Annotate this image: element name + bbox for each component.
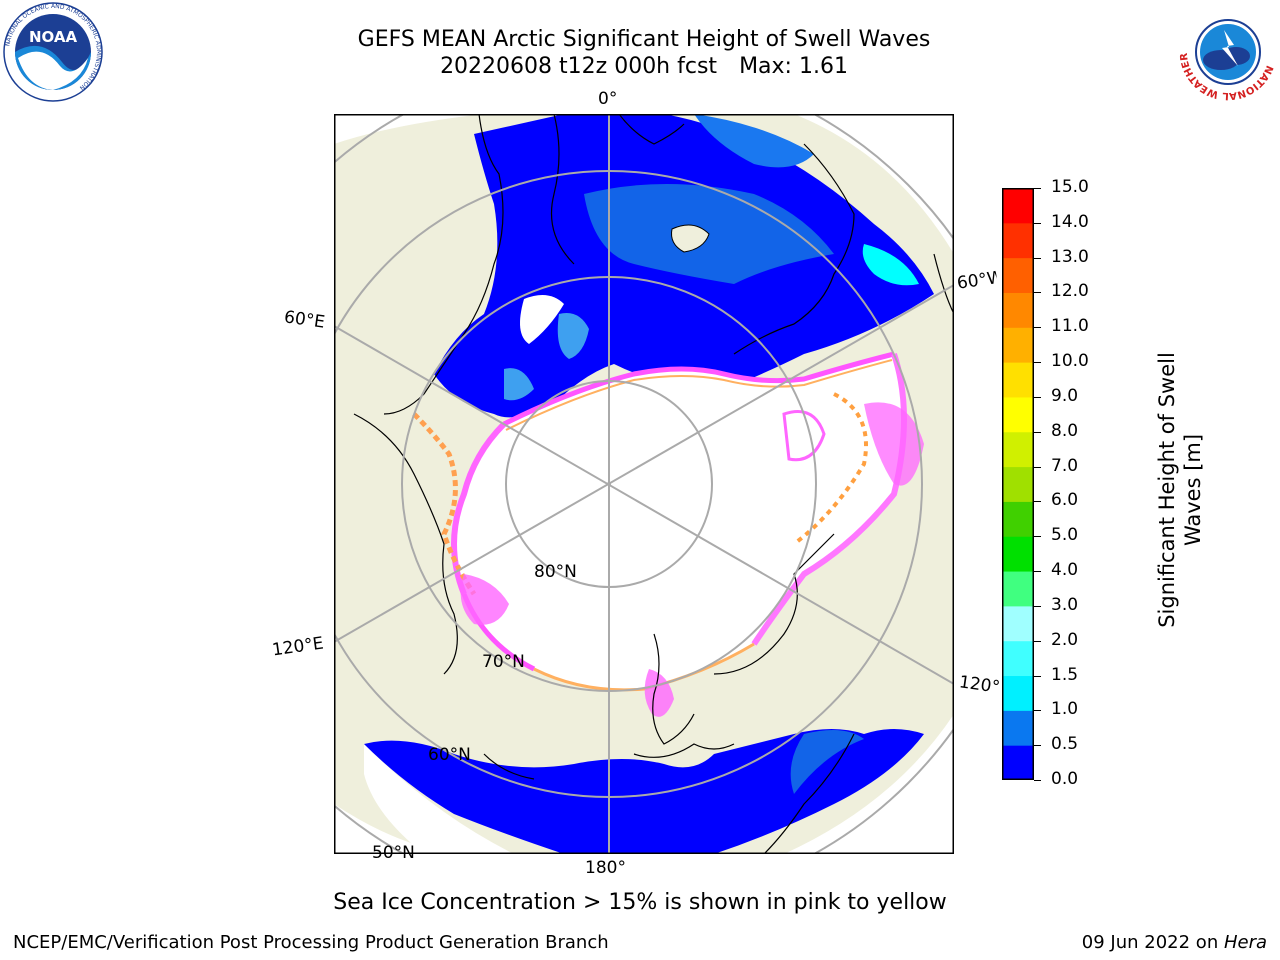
- colorbar-segment: [1002, 362, 1034, 398]
- colorbar-tick-label: 6.0: [1051, 490, 1079, 511]
- colorbar-segment: [1002, 466, 1034, 502]
- colorbar-segment: [1002, 640, 1034, 677]
- colorbar-label-line1: Significant Height of Swell: [1155, 352, 1179, 628]
- colorbar-segment: [1002, 605, 1034, 642]
- polar-map: [334, 114, 954, 854]
- lat-label-60: 60°N: [428, 745, 471, 765]
- colorbar-segment: [1002, 257, 1034, 293]
- pacific-ocean: [364, 729, 924, 854]
- colorbar-label-line2: Waves [m]: [1181, 433, 1205, 547]
- colorbar-tick-label: 2.0: [1051, 629, 1079, 650]
- colorbar-segment: [1002, 222, 1034, 259]
- colorbar-tick-label: 15.0: [1051, 177, 1089, 197]
- footer-date: 09 Jun 2022 on Hera: [1082, 932, 1267, 953]
- colorbar: [1002, 188, 1034, 781]
- colorbar-segment: [1002, 431, 1034, 468]
- coastlines: [353, 114, 954, 854]
- svalbard: [671, 224, 710, 253]
- footer-producer: NCEP/EMC/Verification Post Processing Pr…: [13, 932, 609, 953]
- colorbar-tick-label: 0.0: [1051, 769, 1079, 789]
- colorbar-tick-label: 8.0: [1051, 420, 1079, 441]
- colorbar-label: Significant Height of Swell Waves [m]: [1090, 340, 1270, 640]
- lon-label-60e: 60°E: [282, 307, 327, 333]
- colorbar-tick-label: 1.0: [1051, 699, 1079, 720]
- hudson-bay-ice: [864, 402, 924, 486]
- footer-date-text: 09 Jun 2022 on: [1081, 932, 1224, 953]
- colorbar-segment: [1002, 292, 1034, 328]
- colorbar-segment: [1002, 396, 1034, 433]
- colorbar-border: [1002, 188, 1034, 780]
- colorbar-segment: [1002, 327, 1034, 363]
- footer-host: Hera: [1223, 932, 1267, 953]
- map-title: GEFS MEAN Arctic Significant Height of S…: [357, 27, 931, 52]
- colorbar-tick-label: 10.0: [1051, 351, 1089, 372]
- colorbar-tick-label: 14.0: [1051, 211, 1089, 232]
- colorbar-segment: [1002, 710, 1034, 746]
- lat-label-70: 70°N: [482, 652, 525, 672]
- colorbar-tick-label: 0.5: [1051, 734, 1079, 755]
- colorbar-tick-label: 9.0: [1051, 385, 1079, 406]
- meridian-120e-60w: [334, 284, 954, 643]
- off-grid-area: [334, 114, 484, 144]
- colorbar-tick-label: 1.5: [1051, 664, 1079, 685]
- lon-label-0: 0°: [598, 89, 618, 109]
- nws-logo: NATIONAL WEATHER SERVICE: [1172, 0, 1280, 104]
- lon-label-60w: 60°W: [955, 268, 999, 294]
- colorbar-segment: [1002, 571, 1034, 607]
- lon-label-180: 180°: [585, 858, 626, 878]
- colorbar-segment: [1002, 188, 1034, 224]
- colorbar-tick-label: 7.0: [1051, 455, 1079, 476]
- noaa-wordmark: NOAA: [29, 28, 78, 46]
- colorbar-tick-label: 4.0: [1051, 560, 1079, 581]
- graticule: [334, 114, 954, 854]
- colorbar-segment: [1002, 675, 1034, 711]
- lon-label-120w: 120°W: [957, 672, 1001, 698]
- lat-label-50: 50°N: [372, 843, 415, 863]
- forecast-cycle-label: 20220608 t12z 000h fcst: [440, 54, 718, 79]
- colorbar-tick-label: 11.0: [1051, 316, 1089, 337]
- colorbar-ticks: 0.0 0.5 1.0 1.5 2.0 3.0 4.0 5.0 6.0 7.0 8.0 9.0 10.0…: [1034, 177, 1114, 789]
- greenland-sea-cyan: [862, 244, 919, 286]
- meridian-60e-120w: [334, 325, 954, 685]
- colorbar-tick-label: 13.0: [1051, 246, 1089, 267]
- colorbar-tick-label: 3.0: [1051, 594, 1079, 615]
- colorbar-tick-label: 12.0: [1051, 281, 1089, 302]
- max-value-label: Max: 1.61: [739, 54, 848, 79]
- noaa-logo: NATIONAL OCEANIC AND ATMOSPHERIC ADMINIS…: [2, 2, 104, 102]
- ice-edge-west: [451, 421, 507, 596]
- lat-label-80: 80°N: [534, 562, 577, 582]
- sea-ice-caption: Sea Ice Concentration > 15% is shown in …: [333, 890, 947, 915]
- lon-label-120e: 120°E: [270, 633, 325, 661]
- ice-edge-atlantic: [502, 351, 895, 427]
- colorbar-segment: [1002, 501, 1034, 537]
- colorbar-tick-label: 5.0: [1051, 525, 1079, 546]
- okhotsk-ice: [460, 574, 509, 625]
- colorbar-segment: [1002, 745, 1034, 781]
- map-subtitle: 20220608 t12z 000h fcst Max: 1.61: [0, 53, 1280, 80]
- colorbar-segment: [1002, 536, 1034, 572]
